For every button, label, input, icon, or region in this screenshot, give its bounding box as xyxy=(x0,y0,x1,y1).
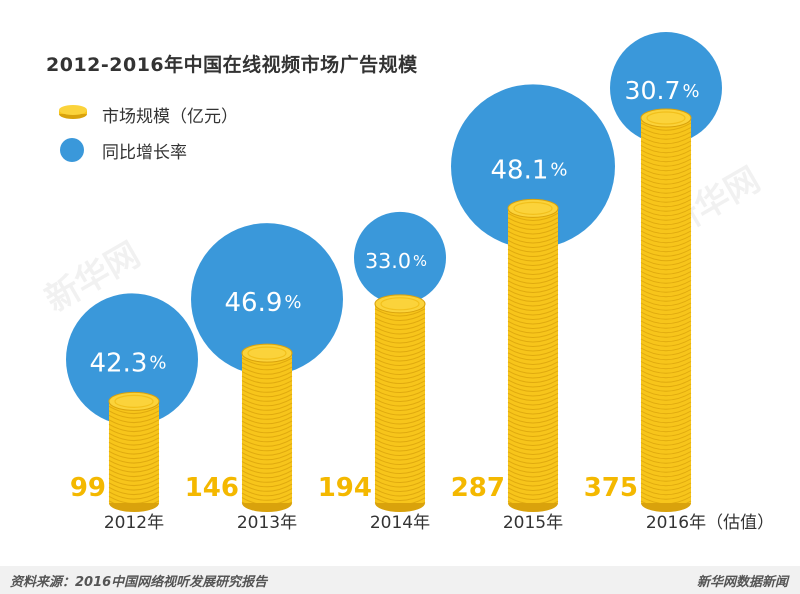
labels-layer: 42.3 % 99 2012年 46.9 % 146 2013年 33.0 % 194 2014年 48… xyxy=(70,76,774,533)
value-label: 375 xyxy=(584,473,638,503)
value-label: 194 xyxy=(318,473,372,503)
value-label: 287 xyxy=(451,473,505,503)
category-label: 2013年 xyxy=(237,513,297,533)
growth-bubble xyxy=(191,223,343,376)
rate-label: 46.9% xyxy=(225,288,302,318)
rate-label: 48.1% xyxy=(491,155,568,185)
legend-label-market-size: 市场规模（亿元） xyxy=(102,107,238,127)
coin-icon xyxy=(59,105,87,119)
coin-ridges xyxy=(640,122,692,509)
chart-title: 2012-2016年中国在线视频市场广告规模 xyxy=(46,54,418,76)
coin-ridges xyxy=(241,357,293,510)
coin-ridges xyxy=(374,308,426,511)
value-label: 146 xyxy=(185,473,239,503)
value-label: 99 xyxy=(70,473,106,503)
coin-stack-bar xyxy=(109,401,159,503)
legend-label-growth-rate: 同比增长率 xyxy=(102,143,187,163)
brand-label: 新华网数据新闻 xyxy=(696,575,788,590)
rate-label: 33.0% xyxy=(365,249,427,273)
bubbles-layer xyxy=(66,32,722,426)
category-label: 2016年（估值） xyxy=(646,513,774,533)
rate-label: 42.3% xyxy=(90,348,167,378)
rate-label: 30.7% xyxy=(624,76,699,105)
category-label: 2012年 xyxy=(104,513,164,533)
coins-layer xyxy=(108,108,692,512)
growth-bubble xyxy=(451,84,615,249)
category-label: 2014年 xyxy=(370,513,430,533)
coin-ridges xyxy=(108,405,160,509)
footer-bar: 资料来源：2016中国网络视听发展研究报告 新华网数据新闻 xyxy=(0,566,800,594)
growth-bubble xyxy=(354,211,446,304)
coin-ridges xyxy=(507,212,559,510)
category-label: 2015年 xyxy=(503,513,563,533)
growth-bubble xyxy=(610,32,722,144)
source-note: 资料来源：2016中国网络视听发展研究报告 xyxy=(10,575,268,590)
blue-dot-icon xyxy=(60,138,84,162)
growth-bubble xyxy=(66,293,198,426)
